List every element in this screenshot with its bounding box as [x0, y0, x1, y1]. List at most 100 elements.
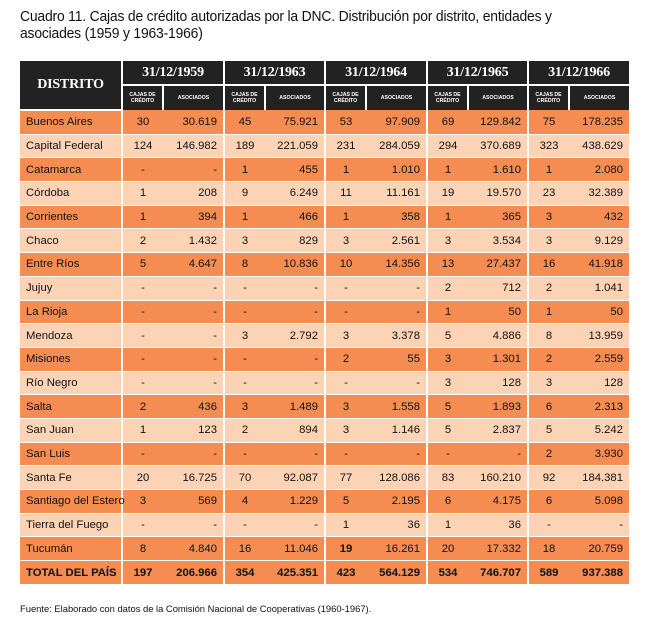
cajas-cell: 3 [122, 489, 163, 514]
asociados-cell: 436 [163, 394, 225, 419]
asociados-cell: 394 [163, 205, 225, 230]
cajas-cell: 19 [427, 181, 468, 206]
cajas-cell: 8 [122, 536, 163, 562]
asociados-cell: 10.836 [265, 252, 326, 277]
asociados-cell: 6.249 [265, 181, 326, 206]
cajas-cell: - [122, 323, 163, 348]
district-name: Tierra del Fuego [20, 513, 123, 538]
asociados-cell: - [163, 300, 225, 325]
cajas-cell: 1 [325, 157, 366, 183]
cajas-cell: - [224, 276, 265, 301]
cajas-cell: 1 [325, 513, 366, 538]
cajas-cell: 3 [325, 323, 366, 348]
asociados-cell: 129.842 [468, 110, 529, 135]
cajas-cell: 11 [325, 181, 366, 206]
table-row: San Luis - - - - - - - -2 3.930 [20, 442, 629, 467]
cajas-cell: 30 [122, 110, 163, 135]
asociados-cell: 184.381 [569, 465, 629, 490]
header-year: 31/12/1963 [223, 61, 325, 86]
cajas-cell: 2 [122, 228, 163, 254]
asociados-cell: 284.059 [366, 134, 428, 159]
asociados-cell: 1.010 [366, 157, 428, 183]
cajas-cell: 5 [427, 323, 468, 348]
asociados-cell: 712 [468, 276, 529, 301]
asociados-cell: - [265, 442, 326, 467]
total-row: TOTAL DEL PAÍS 197 206.966 354 425.351 423 564… [20, 560, 629, 586]
source-note: Fuente: Elaborado con datos de la Comisi… [20, 603, 372, 614]
asociados-cell: 2.313 [569, 394, 629, 419]
cajas-cell: - [122, 371, 163, 396]
asociados-cell: 746.707 [468, 560, 529, 586]
asociados-cell: 1.489 [265, 394, 326, 419]
asociados-cell: - [163, 323, 225, 348]
asociados-cell: 1.893 [468, 394, 529, 419]
cajas-cell: 1 [427, 513, 468, 538]
cajas-cell: 8 [528, 323, 569, 348]
cajas-cell: 6 [528, 489, 569, 514]
header-cajas: CAJAS DE CRÉDITO [527, 85, 570, 110]
cajas-cell: 70 [224, 465, 265, 490]
asociados-cell: 4.840 [163, 536, 225, 562]
cajas-cell: 8 [224, 252, 265, 277]
asociados-cell: 3.378 [366, 323, 428, 348]
cajas-cell: 534 [427, 560, 468, 586]
header-cajas: CAJAS DE CRÉDITO [121, 85, 164, 110]
cajas-cell: 10 [325, 252, 366, 277]
cajas-cell: 2 [528, 442, 569, 467]
district-name: La Rioja [20, 300, 123, 325]
cajas-cell: - [224, 371, 265, 396]
asociados-cell: 3.930 [569, 442, 629, 467]
table-row: Chaco 2 1.432 3 829 3 2.561 3 3.534 3 9.129 [20, 228, 629, 254]
asociados-cell: - [366, 276, 428, 301]
cajas-cell: 53 [325, 110, 366, 135]
cajas-cell: - [528, 513, 569, 538]
header-year: 31/12/1959 [121, 61, 224, 86]
header-asociados: ASOCIADOS [468, 85, 528, 110]
table-title: Cuadro 11. Cajas de crédito autorizadas … [20, 9, 552, 42]
table-row: Santa Fe 20 16.725 70 92.087 77 128.086 83 160.2… [20, 465, 629, 490]
cajas-cell: 1 [122, 205, 163, 230]
table-row: Catamarca - -1 455 1 1.010 1 1.610 1 2.080 [20, 157, 629, 183]
cajas-cell: - [122, 513, 163, 538]
asociados-cell: 5.242 [569, 418, 629, 443]
cajas-cell: 294 [427, 134, 468, 159]
district-name: Jujuy [20, 276, 123, 301]
asociados-cell: 569 [163, 489, 225, 514]
asociados-cell: - [265, 276, 326, 301]
cajas-cell: 16 [224, 536, 265, 562]
header-distrito: DISTRITO [20, 61, 122, 111]
table-row: Misiones - - - -2 55 3 1.301 2 2.559 [20, 347, 629, 372]
cajas-cell: 3 [528, 205, 569, 230]
cajas-cell: 3 [427, 371, 468, 396]
asociados-cell: 1.041 [569, 276, 629, 301]
cajas-cell: 92 [528, 465, 569, 490]
district-name: Santiago del Estero [20, 489, 125, 514]
table-row: Tierra del Fuego - - - -1 36 1 36- - [20, 513, 629, 538]
cajas-cell: - [122, 347, 163, 372]
asociados-cell: 27.437 [468, 252, 529, 277]
asociados-cell: 455 [265, 157, 326, 183]
cajas-cell: 6 [427, 489, 468, 514]
cajas-cell: 75 [528, 110, 569, 135]
cajas-cell: 3 [325, 228, 366, 254]
asociados-cell: 123 [163, 418, 225, 443]
asociados-cell: 221.059 [265, 134, 326, 159]
table-row: Santiago del Estero 3 569 4 1.229 5 2.195 6 4.17… [20, 489, 629, 514]
header-asociados: ASOCIADOS [265, 85, 325, 110]
district-name: Tucumán [20, 536, 123, 562]
cajas-cell: 1 [427, 300, 468, 325]
header-year: 31/12/1966 [527, 61, 629, 86]
cajas-cell: - [224, 347, 265, 372]
asociados-cell: - [163, 347, 225, 372]
cajas-cell: 3 [528, 371, 569, 396]
asociados-cell: 17.332 [468, 536, 529, 562]
header-year: 31/12/1965 [426, 61, 528, 86]
cajas-cell: 2 [224, 418, 265, 443]
asociados-cell: 128 [569, 371, 629, 396]
asociados-cell: 11.046 [265, 536, 326, 562]
district-name: Salta [20, 394, 123, 419]
asociados-cell: 358 [366, 205, 428, 230]
table-row: Entre Ríos 5 4.647 8 10.836 10 14.356 13 27.437 1… [20, 252, 629, 277]
header-cajas: CAJAS DE CRÉDITO [223, 85, 266, 110]
asociados-cell: - [265, 371, 326, 396]
